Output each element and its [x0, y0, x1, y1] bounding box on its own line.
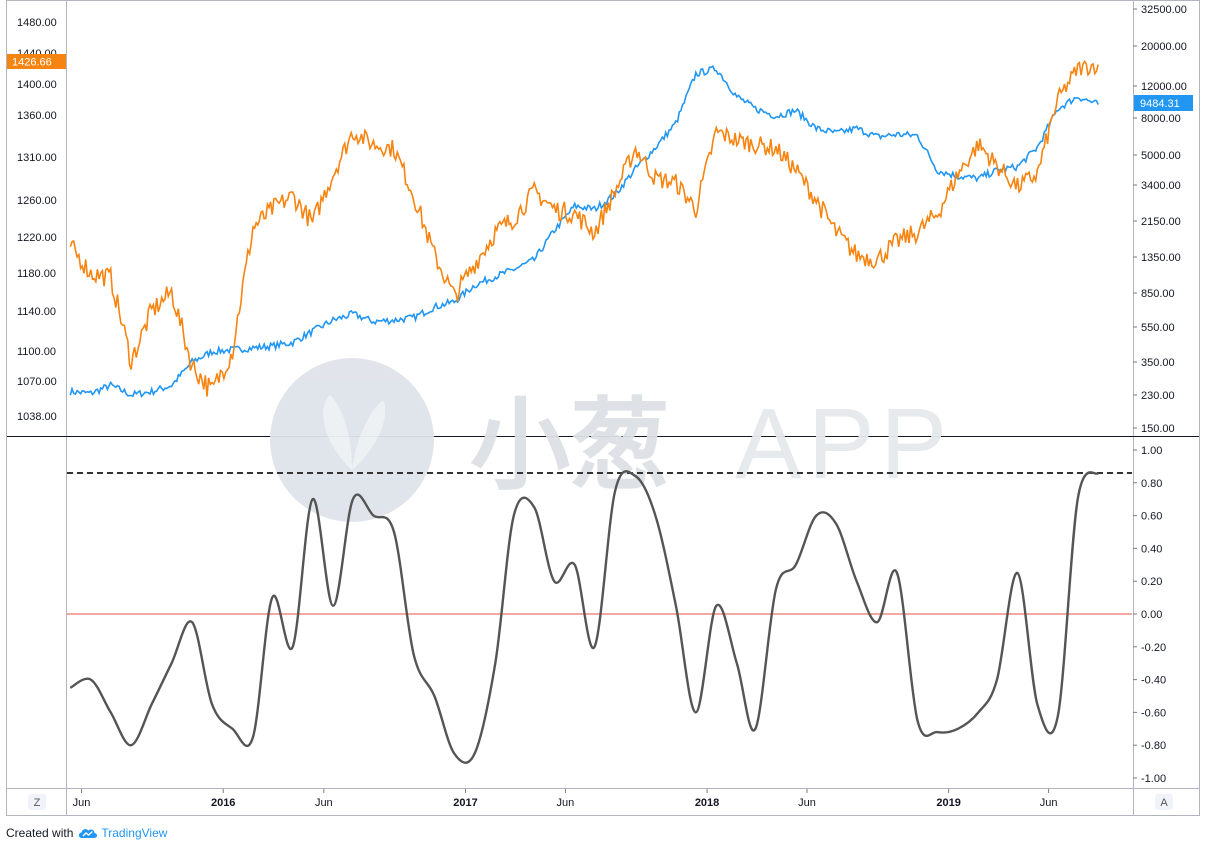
watermark-text-latin: APP: [735, 388, 953, 500]
log-scale-z-button[interactable]: Z: [28, 794, 46, 810]
right-axis-tick-label: 32500.00: [1141, 4, 1187, 16]
oscillator-line: [69, 470, 1100, 764]
time-axis-label: Jun: [315, 797, 333, 809]
osc-axis-tick-label: -1.00: [1141, 773, 1166, 785]
scallion-logo-icon: [270, 358, 434, 522]
time-axis-label: 2019: [936, 797, 960, 809]
osc-axis-tick-label: 0.60: [1141, 511, 1162, 523]
tradingview-cloud-icon: [79, 829, 98, 838]
oscillator-pane: [67, 470, 1132, 764]
a-button-label: A: [1160, 797, 1168, 809]
osc-axis-tick-label: 0.20: [1141, 576, 1162, 588]
right-axis-tick-label: 230.00: [1141, 390, 1175, 402]
left-axis-tick-label: 1100.00: [17, 346, 56, 358]
left-axis-tick-label: 1360.00: [17, 110, 57, 122]
logo-leaf-right: [352, 400, 386, 470]
tradingview-brand: TradingView: [101, 826, 168, 840]
watermark: 小葱 APP: [270, 358, 953, 522]
right-axis-tick-label: 3400.00: [1141, 180, 1181, 192]
left-last-value-label: 1426.66: [12, 57, 52, 69]
left-axis-tick-label: 1220.00: [17, 232, 57, 244]
oscillator-axis[interactable]: 1.00 0.80 0.60 0.40 0.20 0.00 -0.20 -0.40 -0.60 -…: [1133, 445, 1166, 785]
right-axis-tick-label: 150.00: [1141, 423, 1175, 435]
created-with-text: Created with: [6, 826, 74, 840]
time-axis-label: Jun: [1040, 797, 1058, 809]
left-axis-tick-label: 1180.00: [17, 268, 56, 280]
right-price-axis[interactable]: 32500.00 20000.00 12000.00 8000.00 5000.00 34…: [1133, 4, 1187, 435]
left-axis-tick-label: 1140.00: [17, 306, 56, 318]
left-axis-tick-label: 1310.00: [17, 152, 57, 164]
right-axis-tick-label: 850.00: [1141, 288, 1175, 300]
osc-axis-tick-label: -0.20: [1141, 642, 1166, 654]
osc-axis-tick-label: -0.80: [1141, 740, 1166, 752]
right-axis-tick-label: 1350.00: [1141, 252, 1181, 264]
time-axis[interactable]: Jun 2016 Jun 2017 Jun 2018 Jun 2019 Jun: [73, 789, 1058, 809]
z-button-label: Z: [34, 797, 41, 809]
osc-axis-tick-label: 0.00: [1141, 609, 1162, 621]
time-axis-label: 2016: [211, 797, 235, 809]
time-axis-label: Jun: [798, 797, 816, 809]
right-last-value-tag: 9484.31: [1134, 95, 1193, 111]
left-price-axis[interactable]: 1480.001440.001400.001360.001310.001260.…: [17, 17, 57, 423]
tradingview-link[interactable]: TradingView: [77, 826, 167, 840]
right-axis-tick-label: 12000.00: [1141, 81, 1187, 93]
left-axis-tick-label: 1038.00: [17, 411, 57, 423]
right-axis-tick-label: 350.00: [1141, 357, 1175, 369]
time-axis-label: 2018: [695, 797, 719, 809]
left-axis-tick-label: 1260.00: [17, 195, 57, 207]
left-axis-tick-label: 1480.00: [17, 17, 57, 29]
price-pane: [69, 59, 1099, 398]
osc-axis-tick-label: 0.80: [1141, 478, 1162, 490]
left-axis-tick-label: 1400.00: [17, 79, 57, 91]
osc-axis-tick-label: -0.60: [1141, 707, 1166, 719]
time-axis-label: 2017: [453, 797, 477, 809]
osc-axis-tick-label: -0.40: [1141, 675, 1166, 687]
right-axis-tick-label: 550.00: [1141, 322, 1175, 334]
right-axis-tick-label: 2150.00: [1141, 216, 1181, 228]
right-axis-series-line: [69, 64, 1099, 398]
time-axis-label: Jun: [557, 797, 575, 809]
time-axis-label: Jun: [73, 797, 91, 809]
osc-axis-tick-label: 1.00: [1141, 445, 1162, 457]
left-axis-tick-label: 1070.00: [17, 376, 57, 388]
right-last-value-label: 9484.31: [1140, 98, 1180, 110]
right-axis-tick-label: 20000.00: [1141, 41, 1187, 53]
auto-scale-a-button[interactable]: A: [1155, 794, 1173, 810]
left-axis-series-line: [69, 59, 1099, 397]
right-axis-tick-label: 5000.00: [1141, 150, 1181, 162]
watermark-text-cn: 小葱: [470, 390, 670, 502]
osc-axis-tick-label: 0.40: [1141, 543, 1162, 555]
right-axis-tick-label: 8000.00: [1141, 113, 1181, 125]
left-last-value-tag: 1426.66: [7, 54, 66, 69]
logo-leaf-left: [323, 395, 352, 470]
footer: Created with TradingView: [6, 826, 167, 840]
